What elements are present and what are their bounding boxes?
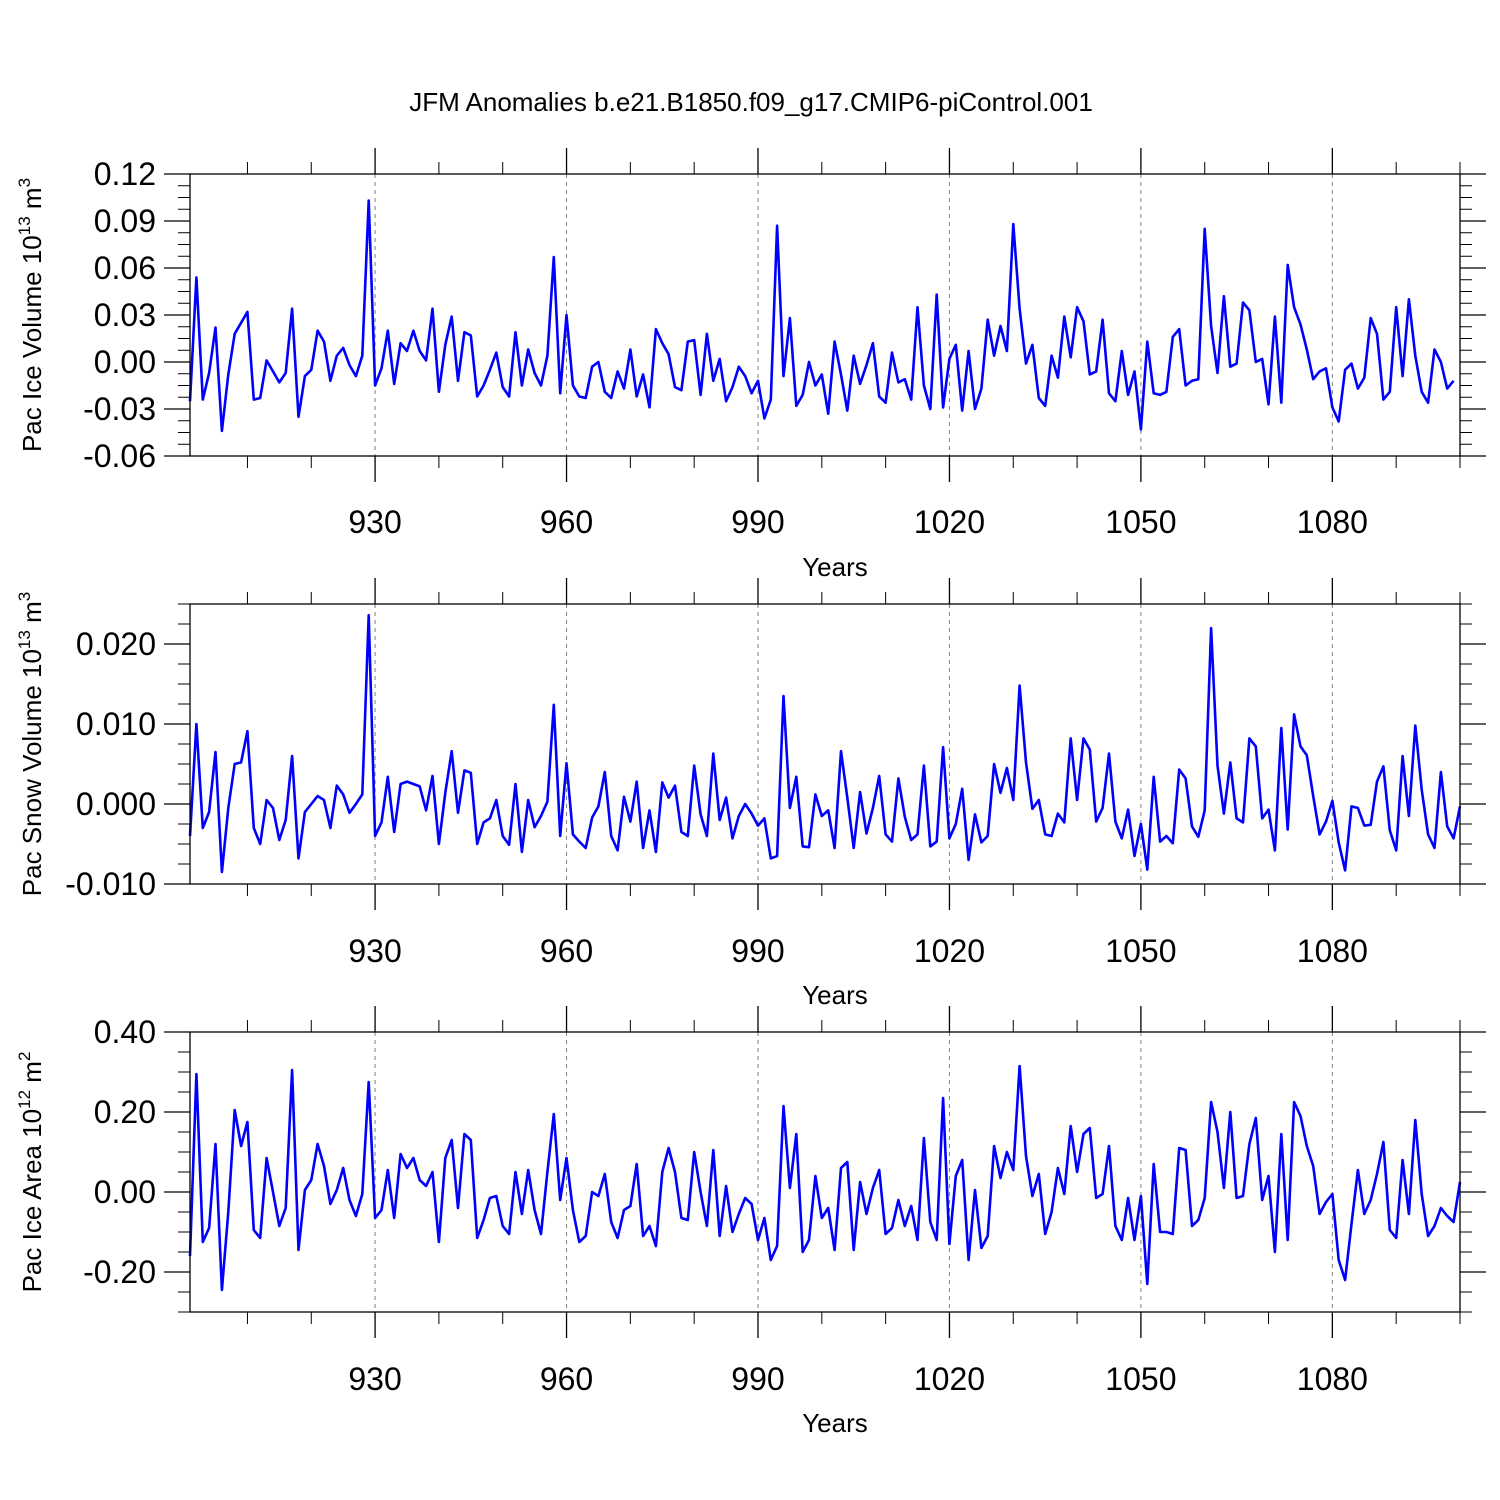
x-tick-label: 1020 bbox=[914, 933, 985, 969]
y-axis-label-unit-exponent: 2 bbox=[15, 1052, 34, 1061]
x-tick-label: 960 bbox=[540, 504, 593, 540]
y-tick-label: -0.03 bbox=[83, 391, 156, 427]
plot-frame bbox=[189, 1031, 1461, 1313]
x-tick-label: 960 bbox=[540, 1361, 593, 1397]
y-tick-labels: -0.06 -0.03 0.00 0.03 0.06 0.09 0.12 bbox=[83, 156, 156, 474]
x-tick-label: 1020 bbox=[914, 1361, 985, 1397]
series-line bbox=[188, 613, 1462, 874]
plot-frame bbox=[189, 603, 1461, 885]
panel-ice-volume: -0.06 -0.03 0.00 0.03 0.06 0.09 0.12 930 960 990… bbox=[15, 148, 1486, 582]
y-axis-label: Pac Ice Area 1012 m2 bbox=[15, 1052, 47, 1293]
y-axis-label-text: Pac Ice Area 10 bbox=[17, 1109, 47, 1293]
y-tick-label: -0.06 bbox=[83, 438, 156, 474]
y-tick-label: 0.20 bbox=[94, 1094, 156, 1130]
y-tick-label: -0.010 bbox=[65, 866, 156, 902]
x-tick-labels: 930 960 990 1020 1050 1080 bbox=[348, 504, 1368, 540]
x-tick-label: 1050 bbox=[1105, 504, 1176, 540]
x-tick-label: 1080 bbox=[1297, 504, 1368, 540]
y-axis-label: Pac Ice Volume 1013 m3 bbox=[15, 178, 47, 452]
y-tick-label: 0.000 bbox=[76, 786, 156, 822]
axis-ticks bbox=[164, 1006, 1486, 1338]
panel-snow-volume: -0.010 0.000 0.010 0.020 930 960 990 1020 1050 1… bbox=[15, 578, 1486, 1010]
x-gridlines bbox=[374, 1032, 1333, 1312]
x-tick-label: 930 bbox=[348, 1361, 401, 1397]
series-line bbox=[188, 199, 1455, 433]
y-axis-label-unit: m bbox=[17, 187, 47, 216]
y-tick-label: 0.12 bbox=[94, 156, 156, 192]
series-ice-volume bbox=[188, 199, 1455, 433]
x-axis-label: Years bbox=[802, 552, 868, 582]
y-tick-labels: -0.010 0.000 0.010 0.020 bbox=[65, 626, 156, 902]
x-tick-label: 1020 bbox=[914, 504, 985, 540]
y-axis-label-unit: m bbox=[17, 601, 47, 630]
y-axis-label-unit-exponent: 3 bbox=[15, 592, 34, 601]
figure-title: JFM Anomalies b.e21.B1850.f09_g17.CMIP6-… bbox=[409, 87, 1093, 117]
series-ice-area bbox=[188, 1064, 1462, 1292]
x-axis-label: Years bbox=[802, 1408, 868, 1438]
y-axis-label-exponent: 13 bbox=[15, 630, 34, 649]
x-tick-label: 990 bbox=[731, 933, 784, 969]
series-snow-volume bbox=[188, 613, 1462, 874]
x-tick-label: 960 bbox=[540, 933, 593, 969]
x-tick-label: 930 bbox=[348, 504, 401, 540]
y-axis-label-text: Pac Ice Volume 10 bbox=[17, 235, 47, 452]
series-line bbox=[188, 1064, 1462, 1292]
y-tick-label: 0.00 bbox=[94, 344, 156, 380]
y-tick-label: 0.010 bbox=[76, 706, 156, 742]
y-axis-label: Pac Snow Volume 1013 m3 bbox=[15, 592, 47, 896]
x-tick-labels: 930 960 990 1020 1050 1080 bbox=[348, 933, 1368, 969]
y-axis-label-unit-exponent: 3 bbox=[15, 178, 34, 187]
y-tick-label: 0.03 bbox=[94, 297, 156, 333]
y-tick-labels: -0.20 0.00 0.20 0.40 bbox=[83, 1014, 156, 1290]
x-tick-label: 1080 bbox=[1297, 933, 1368, 969]
x-tick-label: 990 bbox=[731, 504, 784, 540]
axis-ticks bbox=[164, 578, 1486, 910]
y-tick-label: 0.00 bbox=[94, 1174, 156, 1210]
y-axis-label-exponent: 12 bbox=[15, 1090, 34, 1109]
x-tick-labels: 930 960 990 1020 1050 1080 bbox=[348, 1361, 1368, 1397]
y-tick-label: 0.020 bbox=[76, 626, 156, 662]
y-tick-label: -0.20 bbox=[83, 1254, 156, 1290]
x-tick-label: 1080 bbox=[1297, 1361, 1368, 1397]
plot-frame bbox=[189, 173, 1461, 457]
y-axis-label-exponent: 13 bbox=[15, 216, 34, 235]
y-tick-label: 0.06 bbox=[94, 250, 156, 286]
y-tick-label: 0.09 bbox=[94, 203, 156, 239]
y-axis-label-unit: m bbox=[17, 1061, 47, 1090]
x-tick-label: 930 bbox=[348, 933, 401, 969]
panel-ice-area: -0.200.000.200.40 930 960 990 1020 1050 1080 … bbox=[15, 1006, 1486, 1438]
axis-ticks bbox=[164, 148, 1486, 482]
x-axis-label: Years bbox=[802, 980, 868, 1010]
x-tick-label: 990 bbox=[731, 1361, 784, 1397]
x-tick-label: 1050 bbox=[1105, 1361, 1176, 1397]
y-axis-label-text: Pac Snow Volume 10 bbox=[17, 649, 47, 896]
y-tick-label: 0.40 bbox=[94, 1014, 156, 1050]
x-tick-label: 1050 bbox=[1105, 933, 1176, 969]
